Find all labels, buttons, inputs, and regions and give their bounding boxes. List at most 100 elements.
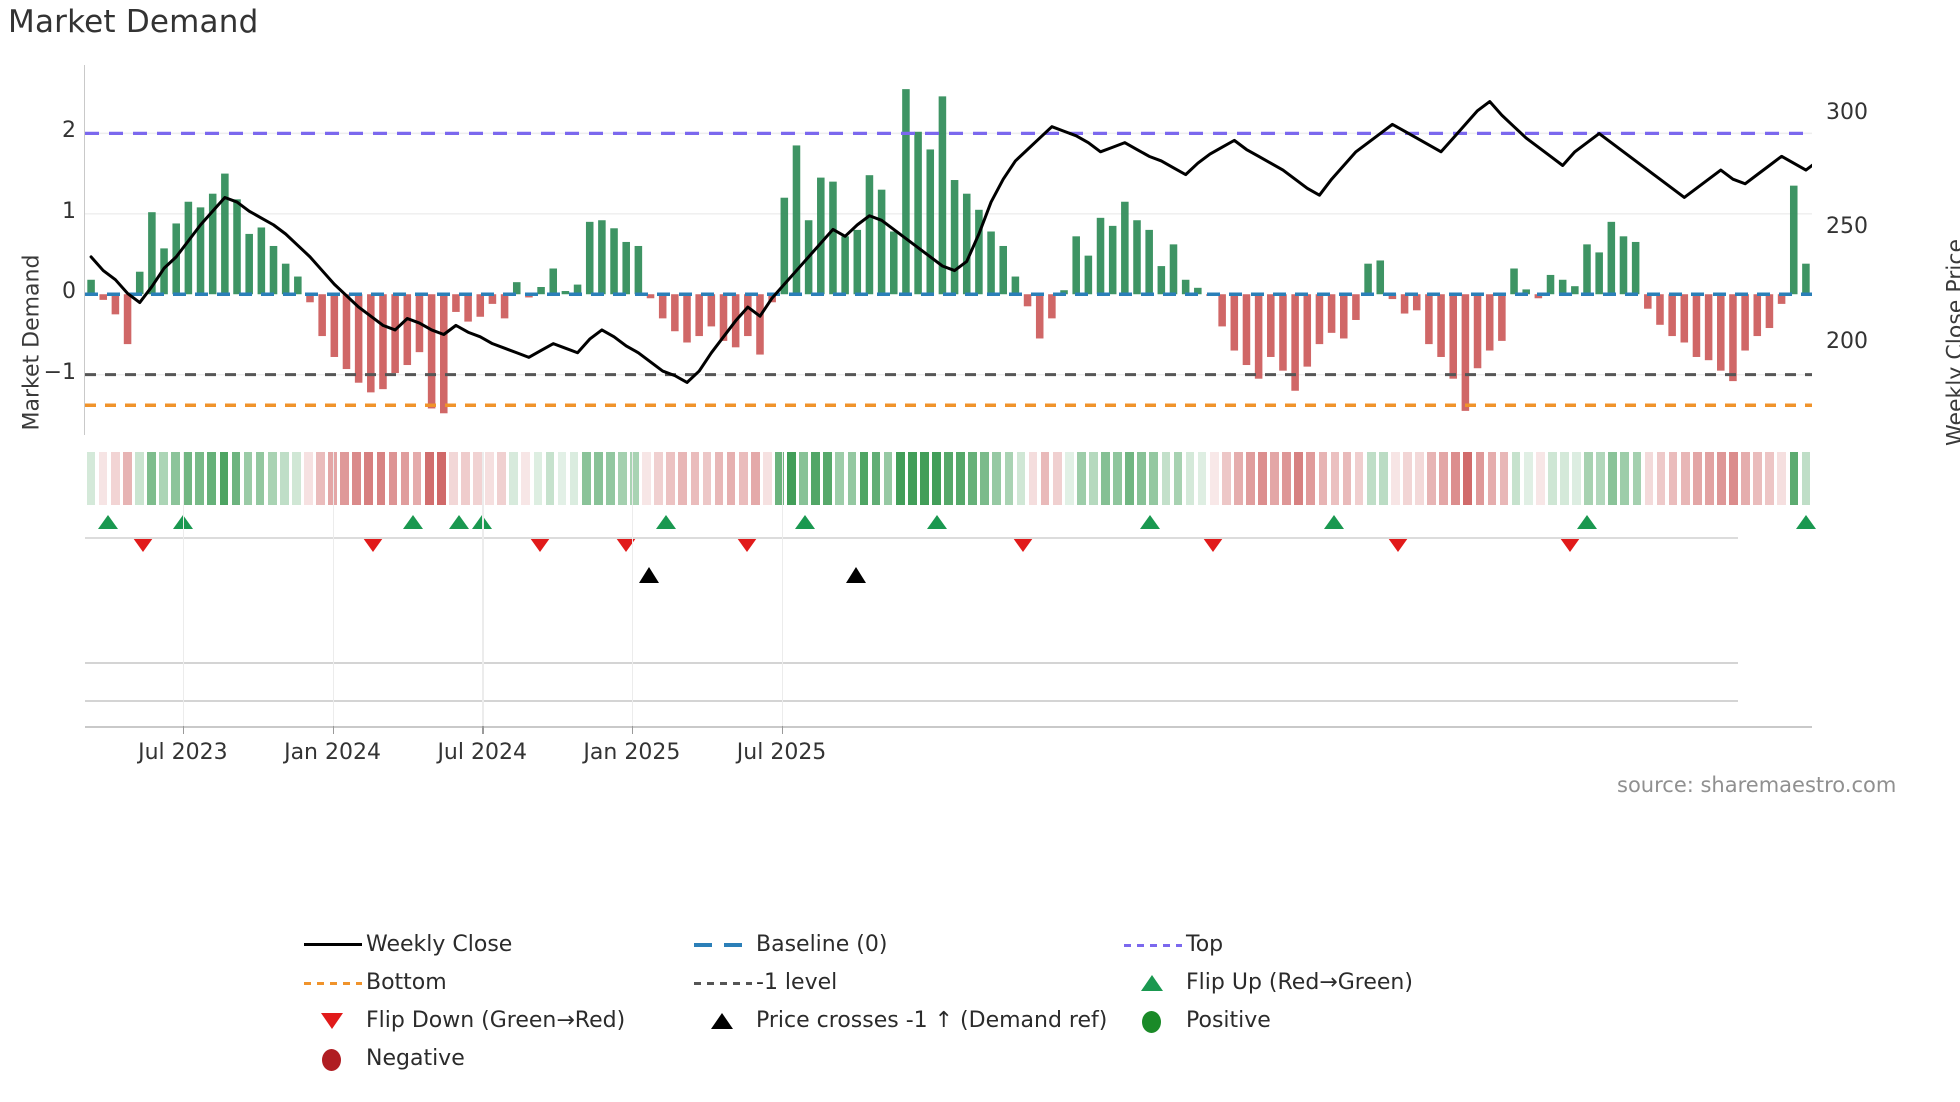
demand-bar (817, 177, 825, 295)
heat-cell (1741, 452, 1750, 505)
legend-item-5[interactable]: Flip Up (Red→Green) (1120, 963, 1520, 1001)
demand-bar (318, 294, 326, 337)
demand-bar (999, 245, 1007, 295)
heat-cell (1572, 452, 1581, 505)
heat-cell (799, 452, 808, 505)
demand-bar (902, 89, 910, 295)
heat-cell (859, 452, 869, 505)
heat-cell (714, 452, 724, 505)
heat-cell (1318, 452, 1328, 505)
demand-bar (1181, 279, 1190, 295)
demand-bar (1218, 294, 1226, 327)
heat-cell (1668, 452, 1678, 505)
heat-cell (122, 452, 132, 505)
y-tick-left-2: 0 (62, 279, 76, 305)
demand-bar (1619, 236, 1628, 295)
x-tick-label-1: Jan 2024 (284, 740, 381, 765)
demand-bar (148, 212, 156, 295)
legend-item-6[interactable]: Flip Down (Green→Red) (300, 1001, 690, 1039)
circle-icon (300, 1046, 366, 1071)
legend-item-9[interactable]: Negative (300, 1039, 690, 1077)
x-tick-mark-3 (631, 726, 634, 734)
demand-bar (391, 294, 399, 374)
legend-row: Bottom -1 level Flip Up (Red→Green) (300, 963, 1700, 1001)
legend-item-3[interactable]: Bottom (300, 963, 690, 1001)
heat-cell (110, 452, 120, 505)
dotted-line-key-glyph (694, 982, 752, 986)
x-tick-label-3: Jan 2025 (583, 740, 681, 765)
heat-cell (702, 452, 712, 505)
demand-bar (221, 173, 229, 295)
demand-bar (756, 294, 764, 355)
demand-bar (184, 201, 193, 295)
heat-cell (883, 452, 893, 505)
demand-bar (719, 294, 728, 341)
demand-bar (452, 294, 460, 312)
demand-bar (1425, 294, 1433, 345)
heat-cell (1113, 452, 1122, 505)
x-gridline-0 (182, 452, 185, 726)
heat-cell (1403, 452, 1412, 505)
heat-cell (473, 452, 482, 505)
demand-bar (829, 181, 837, 295)
demand-bar (780, 197, 789, 295)
demand-bar (330, 294, 339, 357)
legend-item-1[interactable]: Baseline (0) (690, 925, 1120, 963)
flip-up-marker-icon (1139, 515, 1160, 529)
demand-bar (1303, 294, 1312, 367)
heat-cell (1366, 452, 1376, 505)
heat-cell (1729, 452, 1738, 505)
legend-row: Flip Down (Green→Red) Price crosses -1 ↑ … (300, 1001, 1700, 1039)
y-axis-right-ticks: 300 250 200 (1826, 0, 1916, 1102)
lower-gridline-2 (85, 700, 1738, 702)
demand-bar (634, 245, 643, 295)
demand-bar (890, 231, 898, 295)
demand-bar (1035, 294, 1044, 339)
demand-bar (500, 294, 509, 319)
demand-bar (1656, 294, 1664, 325)
x-gridline-1 (332, 452, 334, 726)
heat-cell (666, 452, 676, 505)
demand-bar (561, 291, 570, 295)
legend-row: Weekly Close Baseline (0) Top (300, 925, 1700, 963)
y-tick-left-0: 2 (62, 118, 76, 144)
heat-cell (219, 452, 229, 505)
solid-line-key (300, 932, 366, 956)
legend-item-2[interactable]: Top (1120, 925, 1520, 963)
demand-bar (1108, 225, 1117, 295)
heat-cell (291, 452, 301, 505)
flip-up-marker-icon (1324, 515, 1345, 529)
demand-bar (1449, 294, 1457, 379)
heat-cell (1173, 452, 1183, 505)
legend-item-4[interactable]: -1 level (690, 963, 1120, 1001)
heat-cell (1125, 452, 1134, 505)
demand-bar (1157, 266, 1166, 295)
demand-bar (87, 279, 95, 295)
demand-bar (1595, 252, 1603, 295)
demand-bar (245, 233, 253, 295)
heat-cell (231, 452, 241, 505)
plot-svg (85, 89, 1812, 414)
demand-bar (585, 221, 594, 295)
demand-bar (598, 220, 606, 295)
triangle-down-icon-glyph (321, 1013, 343, 1029)
heat-cell (1209, 452, 1219, 505)
x-tick-label-2: Jul 2024 (437, 740, 527, 765)
legend-item-7[interactable]: Price crosses -1 ↑ (Demand ref) (690, 1001, 1120, 1039)
demand-bar (987, 231, 995, 295)
legend-item-0[interactable]: Weekly Close (300, 925, 690, 963)
heat-cell (304, 452, 313, 505)
heat-cell (1523, 452, 1533, 505)
demand-bar (938, 96, 947, 295)
heat-cell (436, 452, 446, 505)
price-cross-marker-icon (639, 567, 660, 583)
demand-bar (962, 193, 971, 295)
heat-cell (207, 452, 217, 505)
demand-bar (1802, 263, 1810, 295)
heat-cell (316, 452, 325, 505)
heat-cell (1547, 452, 1557, 505)
demand-bar (610, 228, 618, 295)
heat-cell (1463, 452, 1473, 505)
legend-item-8[interactable]: Positive (1120, 1001, 1520, 1039)
demand-bar (1789, 185, 1798, 295)
